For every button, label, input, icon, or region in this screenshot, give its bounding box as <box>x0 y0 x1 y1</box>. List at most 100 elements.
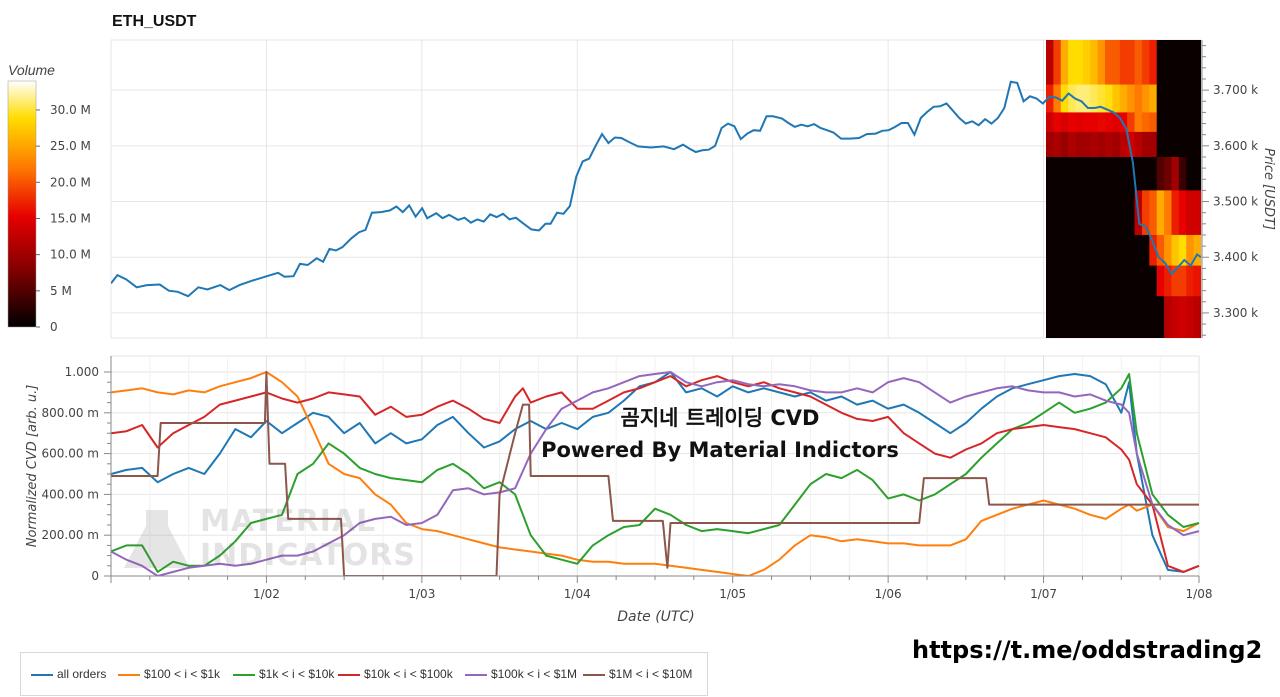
legend-item-1k-10k[interactable]: $1k < i < $10k <box>233 667 334 681</box>
heatmap-cell <box>1149 265 1158 297</box>
heatmap-cell <box>1186 112 1195 133</box>
heatmap-cell <box>1119 190 1128 236</box>
heatmap-cell <box>1156 265 1165 297</box>
legend-swatch-icon <box>31 673 53 676</box>
colorbar-title: Volume <box>8 62 55 78</box>
heatmap-cell <box>1097 265 1106 297</box>
heatmap-cell <box>1082 296 1091 338</box>
cvd-x-tick-label: 1/06 <box>875 587 902 601</box>
heatmap-cell <box>1186 296 1195 338</box>
flask-icon <box>124 510 190 568</box>
heatmap-cell <box>1156 84 1165 113</box>
heatmap-cell <box>1141 84 1150 113</box>
heatmap-cell <box>1075 40 1084 86</box>
cvd-x-tick-label: 1/02 <box>253 587 280 601</box>
heatmap-cell <box>1156 190 1165 236</box>
cvd-x-tick-label: 1/04 <box>564 587 591 601</box>
price-tick-label: 3.700 k <box>1213 83 1258 97</box>
colorbar-tick-label: 5 M <box>50 284 72 298</box>
heatmap-cell <box>1178 265 1187 297</box>
heatmap-cell <box>1119 265 1128 297</box>
cvd-x-axis-title: Date (UTC) <box>617 609 694 625</box>
cvd-x-tick-label: 1/05 <box>719 587 746 601</box>
heatmap-cell <box>1186 156 1195 191</box>
heatmap-cell <box>1141 112 1150 133</box>
heatmap-cell <box>1112 296 1121 338</box>
heatmap-cell <box>1186 84 1195 113</box>
heatmap-cell <box>1112 190 1121 236</box>
legend-item-1m-10m[interactable]: $1M < i < $10M <box>583 667 692 681</box>
legend-swatch-icon <box>338 673 360 676</box>
legend-swatch-icon <box>583 673 605 676</box>
legend-item-all-orders[interactable]: all orders <box>31 667 106 681</box>
cvd-y-tick-label: 800.00 m <box>42 406 100 420</box>
heatmap-cell <box>1141 40 1150 86</box>
heatmap-cell <box>1156 234 1165 267</box>
price-axis-title: Price [USDT] <box>1261 148 1276 230</box>
heatmap-cell <box>1171 265 1180 297</box>
heatmap-cell <box>1171 131 1180 158</box>
heatmap-cell <box>1171 190 1180 236</box>
legend-item-100k-1m[interactable]: $100k < i < $1M <box>465 667 577 681</box>
heatmap-cell <box>1068 84 1077 113</box>
telegram-link[interactable]: https://t.me/oddstrading2 <box>912 636 1263 664</box>
heatmap-cell <box>1171 156 1180 191</box>
heatmap-cell <box>1193 84 1201 113</box>
heatmap-cell <box>1127 131 1136 158</box>
heatmap-cell <box>1053 190 1062 236</box>
heatmap-cell <box>1156 296 1165 338</box>
heatmap-cell <box>1171 234 1180 267</box>
heatmap-cell <box>1090 265 1099 297</box>
legend-swatch-icon <box>118 673 140 676</box>
heatmap-cell <box>1082 131 1091 158</box>
cvd-line--100k-i-1m <box>111 371 1200 576</box>
legend-item-100-1k[interactable]: $100 < i < $1k <box>118 667 220 681</box>
heatmap-cell <box>1053 265 1062 297</box>
heatmap-cell <box>1164 84 1172 113</box>
heatmap-cell <box>1127 190 1136 236</box>
cvd-x-tick-label: 1/03 <box>408 587 435 601</box>
heatmap-cell <box>1156 156 1165 191</box>
heatmap-cell <box>1046 234 1054 267</box>
heatmap-cell <box>1075 190 1084 236</box>
legend-label: $10k < i < $100k <box>364 667 453 681</box>
heatmap-cell <box>1090 156 1099 191</box>
heatmap-cell <box>1149 40 1158 86</box>
heatmap-cell <box>1178 190 1187 236</box>
heatmap-cell <box>1105 190 1113 236</box>
heatmap-cell <box>1127 265 1136 297</box>
legend-label: all orders <box>57 667 107 681</box>
price-panel <box>110 39 1202 339</box>
heatmap-cell <box>1141 131 1150 158</box>
heatmap-cell <box>1178 234 1187 267</box>
heatmap-cell <box>1186 40 1195 86</box>
heatmap-cell <box>1112 131 1121 158</box>
heatmap-cell <box>1075 84 1084 113</box>
heatmap-cell <box>1090 131 1099 158</box>
cvd-x-tick-label: 1/07 <box>1030 587 1057 601</box>
heatmap-cell <box>1068 112 1077 133</box>
heatmap-cell <box>1090 84 1099 113</box>
colorbar-tick-label: 20.0 M <box>50 175 91 189</box>
heatmap-cell <box>1060 190 1069 236</box>
heatmap-cell <box>1141 234 1150 267</box>
heatmap-cell <box>1097 234 1106 267</box>
cvd-y-tick-label: 200.00 m <box>42 528 100 542</box>
price-tick-label: 3.500 k <box>1213 195 1258 209</box>
watermark-line2: INDICATORS <box>200 538 416 573</box>
heatmap-cell <box>1053 234 1062 267</box>
heatmap-cell <box>1134 234 1143 267</box>
heatmap-cell <box>1097 190 1106 236</box>
cvd-line-all-orders <box>111 371 1200 573</box>
colorbar: 30.0 M 25.0 M 20.0 M 15.0 M 10.0 M 5 M 0 <box>7 80 91 334</box>
heatmap-cell <box>1171 112 1180 133</box>
heatmap-cell <box>1134 112 1143 133</box>
heatmap-cell <box>1127 234 1136 267</box>
volume-heatmap <box>1046 40 1201 338</box>
heatmap-cell <box>1112 84 1121 113</box>
heatmap-cell <box>1105 234 1113 267</box>
heatmap-cell <box>1053 296 1062 338</box>
colorbar-tick-label: 15.0 M <box>50 211 91 225</box>
legend-item-10k-100k[interactable]: $10k < i < $100k <box>338 667 453 681</box>
heatmap-cell <box>1127 112 1136 133</box>
